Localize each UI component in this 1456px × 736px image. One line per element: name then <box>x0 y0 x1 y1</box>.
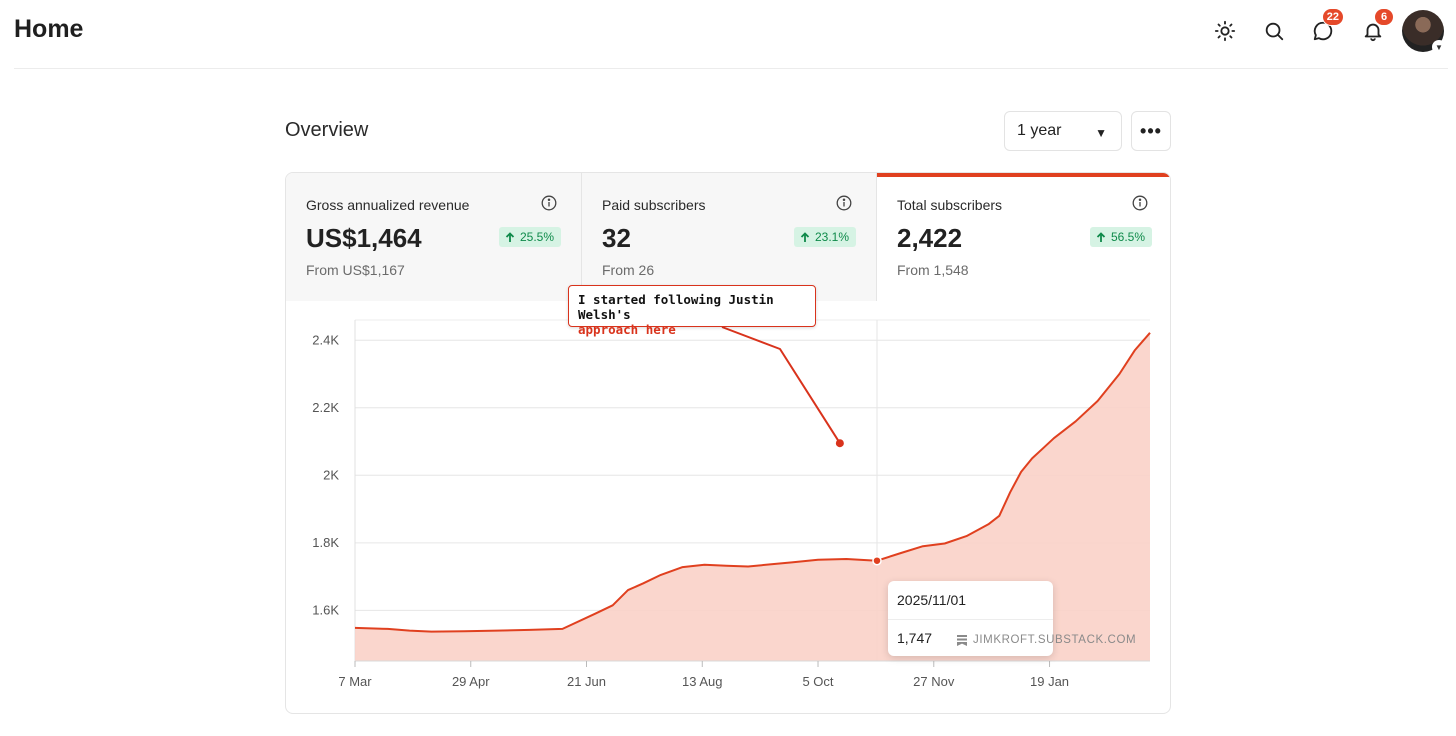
stat-from: From 1,548 <box>897 262 969 278</box>
chat-icon <box>1313 21 1333 41</box>
stat-divider <box>876 173 877 301</box>
annotation-line-1: I started following Justin Welsh's <box>578 292 774 322</box>
change-badge: 56.5% <box>1089 227 1152 247</box>
highlight-point <box>872 555 882 566</box>
stat-tab-total-subscribers[interactable]: Total subscribers 2,422 56.5% From 1,548 <box>877 173 1170 301</box>
chart-tooltip: 2025/11/01 1,747 <box>888 581 1053 656</box>
chart-annotation: I started following Justin Welsh's appro… <box>568 285 816 337</box>
avatar[interactable]: ▼ <box>1402 10 1446 54</box>
stats-row: Gross annualized revenue US$1,464 25.5% … <box>286 173 1170 301</box>
theme-toggle-button[interactable] <box>1208 14 1242 48</box>
change-value: 56.5% <box>1110 230 1145 244</box>
x-tick-label: 21 Jun <box>567 674 606 689</box>
bell-icon <box>1364 23 1382 42</box>
stat-label: Gross annualized revenue <box>306 197 470 213</box>
x-tick-label: 27 Nov <box>913 674 955 689</box>
overview-card: Gross annualized revenue US$1,464 25.5% … <box>285 172 1171 714</box>
chevron-down-icon: ▼ <box>1432 40 1446 54</box>
series-line <box>354 332 1151 633</box>
active-tab-indicator <box>877 173 1170 177</box>
caret-down-icon: ▼ <box>1095 126 1107 140</box>
stat-tab-paid-subscribers[interactable]: Paid subscribers 32 23.1% From 26 <box>582 173 876 301</box>
annotation-pointer <box>721 326 841 444</box>
range-select[interactable]: 1 year ▼ <box>1004 111 1122 151</box>
stat-from: From 26 <box>602 262 655 278</box>
stat-tab-revenue[interactable]: Gross annualized revenue US$1,464 25.5% … <box>286 173 581 301</box>
messages-count-badge: 22 <box>1321 8 1344 26</box>
tooltip-divider <box>888 619 1053 620</box>
stat-label: Total subscribers <box>897 197 1003 213</box>
x-tick-label: 7 Mar <box>338 674 372 689</box>
stat-value: US$1,464 <box>306 223 422 253</box>
annotation-line-2: approach here <box>578 322 676 337</box>
stat-label: Paid subscribers <box>602 197 706 213</box>
series-area <box>355 332 1150 661</box>
top-bar: Home 22 6 ▼ <box>0 0 1456 69</box>
bookmark-icon <box>957 634 967 646</box>
stat-divider <box>581 173 582 301</box>
messages-button[interactable]: 22 <box>1306 8 1344 48</box>
search-icon <box>1265 22 1284 41</box>
y-tick-label: 1.6K <box>312 602 339 617</box>
overview-title: Overview <box>285 119 369 141</box>
info-icon[interactable] <box>541 195 557 211</box>
page-title: Home <box>14 15 84 43</box>
y-tick-label: 2K <box>323 467 339 482</box>
change-badge: 25.5% <box>498 227 561 247</box>
stat-value: 2,422 <box>897 223 963 253</box>
info-icon[interactable] <box>836 195 852 211</box>
x-tick-label: 29 Apr <box>452 674 490 689</box>
y-tick-label: 2.2K <box>312 400 339 415</box>
change-value: 25.5% <box>519 230 554 244</box>
stat-value: 32 <box>602 223 631 253</box>
y-tick-label: 1.8K <box>312 535 339 550</box>
more-options-button[interactable]: ••• <box>1131 111 1171 151</box>
tooltip-date: 2025/11/01 <box>897 592 967 608</box>
arrow-up-icon <box>505 231 515 242</box>
arrow-up-icon <box>800 231 810 242</box>
arrow-up-icon <box>1096 231 1106 242</box>
y-tick-label: 2.4K <box>312 332 339 347</box>
change-badge: 23.1% <box>793 227 856 247</box>
info-icon[interactable] <box>1132 195 1148 211</box>
change-value: 23.1% <box>814 230 849 244</box>
range-select-value: 1 year <box>1017 122 1062 139</box>
watermark-text: JIMKROFT.SUBSTACK.COM <box>973 634 1137 646</box>
search-button[interactable] <box>1257 14 1291 48</box>
tooltip-value: 1,747 <box>897 630 933 646</box>
x-tick-label: 5 Oct <box>802 674 833 689</box>
header-divider <box>14 68 1448 69</box>
x-tick-label: 13 Aug <box>682 674 723 689</box>
sun-icon <box>1214 20 1236 42</box>
annotation-point <box>835 439 844 448</box>
x-tick-label: 19 Jan <box>1030 674 1069 689</box>
stat-from: From US$1,167 <box>306 262 405 278</box>
watermark: JIMKROFT.SUBSTACK.COM <box>957 634 1136 646</box>
notifications-count-badge: 6 <box>1374 8 1394 26</box>
notifications-button[interactable]: 6 <box>1356 8 1394 48</box>
